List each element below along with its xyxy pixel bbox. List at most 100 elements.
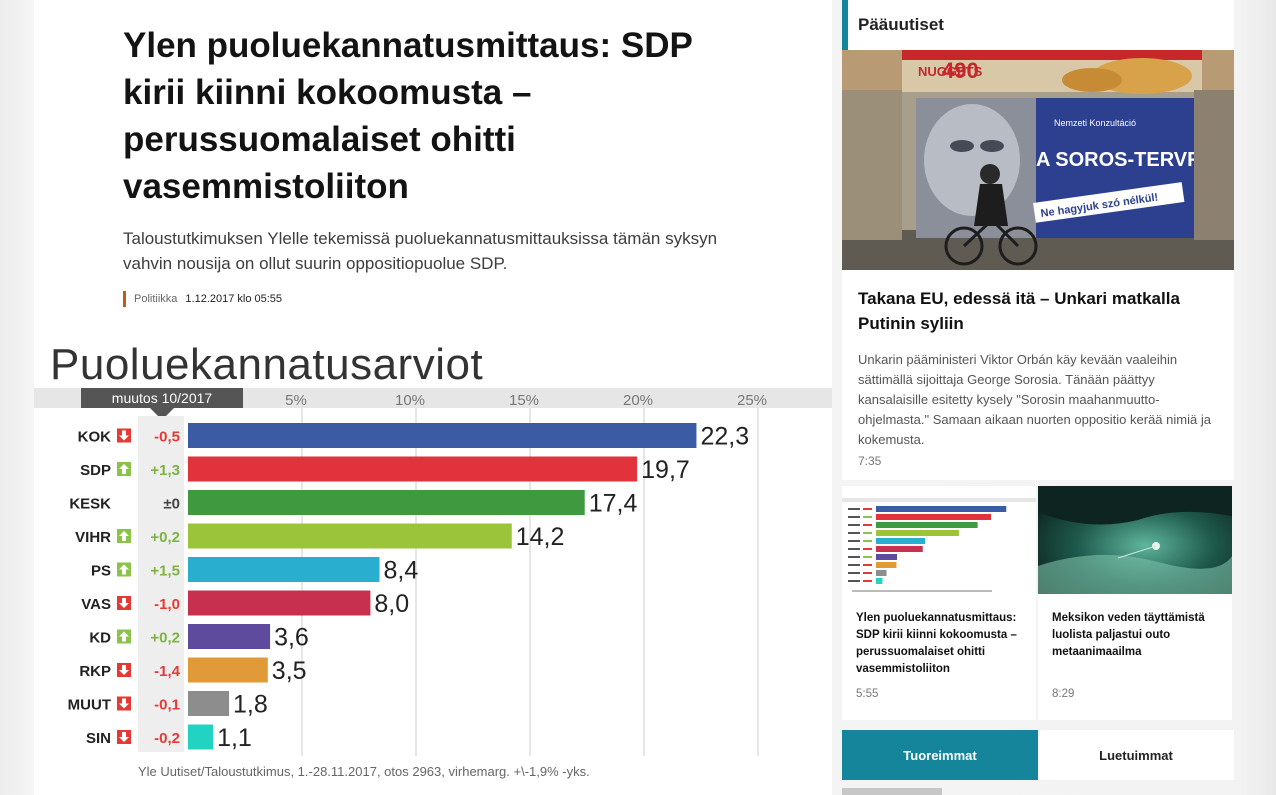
change-value: ±0 bbox=[163, 496, 180, 513]
mini-bar bbox=[876, 562, 897, 568]
chart-source: Yle Uutiset/Taloustutkimus, 1.-28.11.201… bbox=[138, 764, 590, 779]
bar-vihr bbox=[188, 523, 512, 549]
change-value: -0,1 bbox=[154, 697, 180, 714]
news-tabs: Tuoreimmat Luetuimmat bbox=[842, 730, 1234, 780]
article-lead: Taloustutkimuksen Ylelle tekemissä puolu… bbox=[123, 229, 718, 273]
bar-value-label: 22,3 bbox=[700, 423, 749, 451]
chart-svg: muutos 10/2017 5% 10% 15% 20% 25% KOK -0,5 22,3 S… bbox=[34, 388, 832, 779]
party-label: VAS bbox=[81, 596, 111, 613]
main-story-summary: Unkarin pääministeri Viktor Orbán käy ke… bbox=[858, 352, 1211, 447]
mini-bar bbox=[876, 546, 923, 552]
arrow-down-glyph bbox=[119, 665, 129, 675]
bar-kesk bbox=[188, 490, 585, 515]
mini-party-label bbox=[848, 516, 860, 518]
mini-party-label bbox=[848, 540, 860, 542]
mini-bar bbox=[876, 530, 959, 536]
bar-value-label: 17,4 bbox=[589, 490, 638, 518]
article: Ylen puoluekannatusmittaus: SDP kirii ki… bbox=[34, 0, 832, 795]
section-header: Pääuutiset bbox=[842, 0, 1234, 50]
change-value: -0,5 bbox=[154, 429, 180, 446]
x-tick-label: 10% bbox=[395, 392, 425, 409]
party-label: KD bbox=[89, 630, 111, 647]
mini-party-label bbox=[848, 508, 860, 510]
x-tick-label: 15% bbox=[509, 392, 539, 409]
mini-change-mark bbox=[863, 548, 872, 550]
change-value: +1,5 bbox=[150, 563, 180, 580]
mini-bar bbox=[876, 522, 978, 528]
party-label: RKP bbox=[79, 663, 111, 680]
billboard-price: 490 bbox=[942, 58, 979, 83]
card-title[interactable]: Meksikon veden täyttämistä luolista palj… bbox=[1052, 612, 1205, 658]
cave-photo bbox=[1038, 486, 1232, 594]
arrow-up-glyph bbox=[119, 531, 129, 541]
card-title[interactable]: Ylen puoluekannatusmittaus: SDP kirii ki… bbox=[856, 612, 1017, 675]
bar-value-label: 8,4 bbox=[384, 557, 419, 585]
category-link[interactable]: Politiikka bbox=[134, 293, 178, 305]
mini-change-mark bbox=[863, 556, 872, 558]
mini-party-label bbox=[848, 524, 860, 526]
party-label: VIHR bbox=[75, 529, 111, 546]
mini-party-label bbox=[848, 548, 860, 550]
article-meta: Politiikka 1.12.2017 klo 05:55 bbox=[123, 291, 282, 307]
article-date: 1.12.2017 klo 05:55 bbox=[185, 293, 283, 305]
mini-party-label bbox=[848, 580, 860, 582]
poll-chart: Puoluekannatusarviot muutos 10/2017 5% 10%… bbox=[34, 336, 832, 786]
main-story-photo[interactable]: NUGGETS 490 Nemzeti Konzultáció A SOROS-… bbox=[842, 50, 1234, 270]
change-header-pointer bbox=[150, 408, 174, 420]
mini-bar bbox=[876, 570, 887, 576]
mini-bar bbox=[876, 514, 992, 520]
news-card-cave[interactable]: Meksikon veden täyttämistä luolista palj… bbox=[1038, 486, 1232, 720]
mini-chart-thumbnail bbox=[842, 486, 1036, 594]
arrow-up-glyph bbox=[119, 564, 129, 575]
tab-luetuimmat[interactable]: Luetuimmat bbox=[1038, 730, 1234, 780]
change-value: -0,2 bbox=[154, 730, 180, 747]
bar-value-label: 3,6 bbox=[274, 624, 309, 652]
article-headline: Ylen puoluekannatusmittaus: SDP kirii ki… bbox=[123, 26, 693, 206]
main-story[interactable]: NUGGETS 490 Nemzeti Konzultáció A SOROS-… bbox=[842, 50, 1234, 480]
news-card-poll[interactable]: Ylen puoluekannatusmittaus: SDP kirii ki… bbox=[842, 486, 1036, 720]
bar-sin bbox=[188, 724, 214, 750]
mini-change-mark bbox=[863, 540, 872, 542]
party-label: SIN bbox=[86, 730, 111, 747]
bar-rkp bbox=[188, 657, 268, 683]
arrow-down-glyph bbox=[119, 732, 129, 742]
section-title: Pääuutiset bbox=[858, 15, 944, 34]
arrow-down-glyph bbox=[119, 430, 129, 441]
change-header-label: muutos 10/2017 bbox=[112, 390, 213, 406]
billboard-slogan: A SOROS-TERVRŐL bbox=[1036, 148, 1229, 171]
main-story-time: 7:35 bbox=[858, 454, 882, 468]
tab-tuoreimmat[interactable]: Tuoreimmat bbox=[842, 730, 1038, 780]
list-preview-strip bbox=[842, 788, 942, 795]
bar-value-label: 19,7 bbox=[641, 456, 690, 484]
mini-change-mark bbox=[863, 516, 872, 518]
billboard-brand: NUGGETS bbox=[918, 64, 983, 79]
change-header-box bbox=[81, 388, 243, 408]
x-tick-label: 20% bbox=[623, 392, 653, 409]
mini-source-line bbox=[852, 590, 992, 592]
bar-kd bbox=[188, 624, 271, 649]
arrow-up-glyph bbox=[119, 631, 129, 642]
mini-party-label bbox=[848, 556, 860, 558]
x-tick-label: 5% bbox=[285, 392, 307, 409]
x-tick-label: 25% bbox=[737, 392, 767, 409]
mini-change-mark bbox=[863, 572, 872, 574]
mini-chart-header bbox=[842, 498, 1036, 502]
billboard-consultation: Nemzeti Konzultáció bbox=[1054, 118, 1136, 128]
party-label: PS bbox=[91, 563, 111, 580]
change-value: -1,4 bbox=[154, 663, 181, 680]
mini-change-mark bbox=[863, 564, 872, 566]
arrow-down-glyph bbox=[119, 698, 129, 709]
bar-value-label: 1,8 bbox=[233, 691, 268, 719]
mini-bar bbox=[876, 554, 898, 560]
mini-change-mark bbox=[863, 524, 872, 526]
card-thumbnail[interactable] bbox=[842, 486, 1036, 594]
main-story-title[interactable]: Takana EU, edessä itä – Unkari matkalla … bbox=[858, 289, 1180, 333]
mini-change-mark bbox=[863, 532, 872, 534]
arrow-up-glyph bbox=[119, 464, 129, 474]
party-label: KESK bbox=[69, 496, 111, 513]
mini-party-label bbox=[848, 564, 860, 566]
change-value: -1,0 bbox=[154, 596, 180, 613]
card-thumbnail[interactable] bbox=[1038, 486, 1232, 594]
card-time: 5:55 bbox=[856, 688, 879, 700]
mini-bar bbox=[876, 506, 1007, 512]
